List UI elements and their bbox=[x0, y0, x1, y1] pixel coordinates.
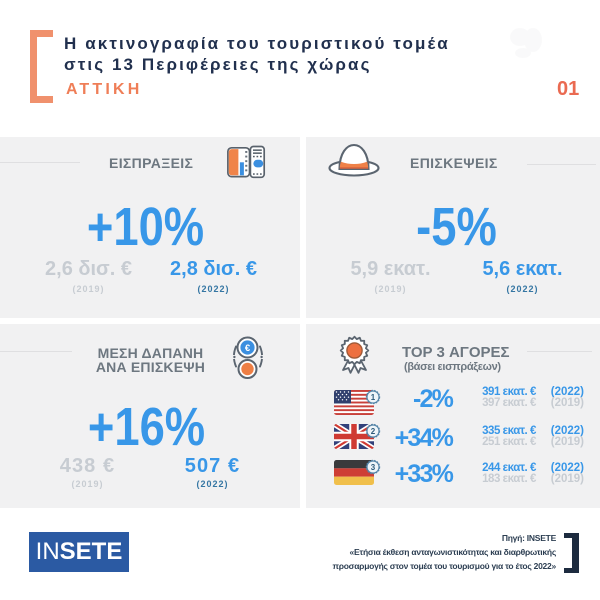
svg-text:1: 1 bbox=[371, 393, 376, 402]
svg-text:€: € bbox=[245, 343, 251, 354]
svg-text:3: 3 bbox=[371, 463, 376, 472]
svg-text:2: 2 bbox=[371, 427, 376, 436]
